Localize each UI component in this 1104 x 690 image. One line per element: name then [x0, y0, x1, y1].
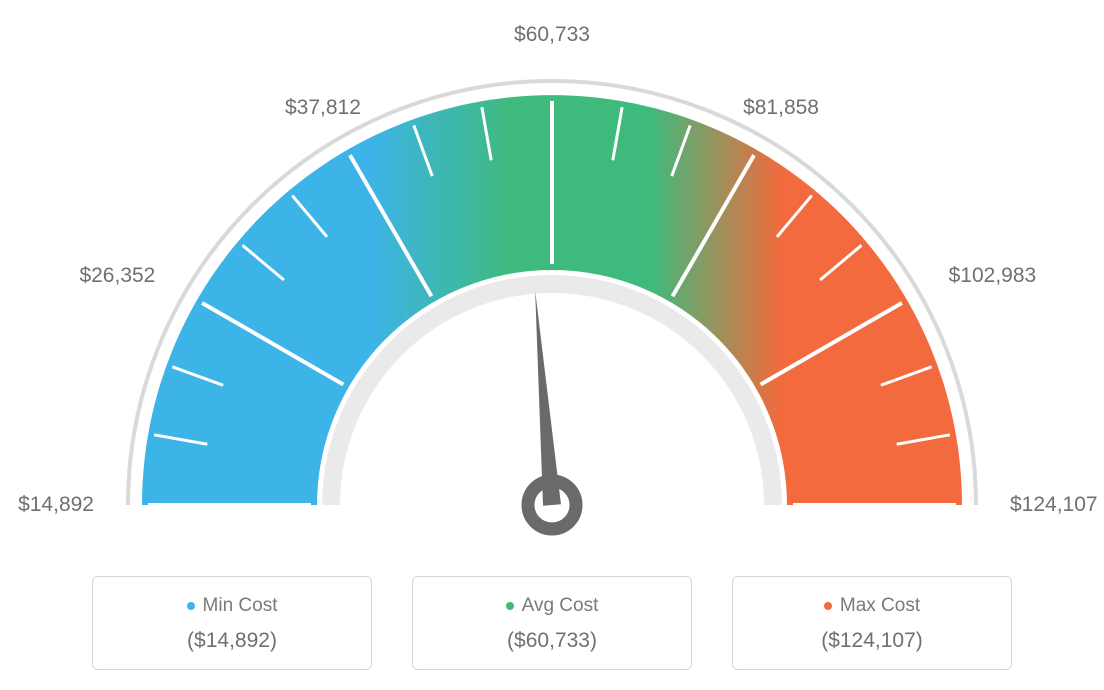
tick-label: $124,107 [1010, 493, 1098, 517]
legend-title-avg: Avg Cost [423, 595, 681, 617]
legend-title-max: Max Cost [743, 595, 1001, 617]
tick-label: $14,892 [18, 493, 94, 517]
legend-max-label: Max Cost [840, 595, 920, 617]
legend-min-label: Min Cost [203, 595, 278, 617]
tick-label: $102,983 [949, 264, 1037, 288]
dot-icon [824, 602, 832, 610]
legend-card-avg: Avg Cost ($60,733) [412, 576, 692, 670]
legend-avg-label: Avg Cost [522, 595, 599, 617]
tick-label: $81,858 [743, 96, 819, 120]
legend-title-min: Min Cost [103, 595, 361, 617]
tick-label: $26,352 [79, 264, 155, 288]
legend-row: Min Cost ($14,892) Avg Cost ($60,733) Ma… [0, 576, 1104, 670]
legend-avg-value: ($60,733) [423, 629, 681, 653]
legend-card-min: Min Cost ($14,892) [92, 576, 372, 670]
legend-max-value: ($124,107) [743, 629, 1001, 653]
legend-min-value: ($14,892) [103, 629, 361, 653]
dot-icon [506, 602, 514, 610]
gauge-svg [0, 0, 1104, 540]
gauge-area: $14,892 $26,352 $37,812 $60,733 $81,858 $102,… [0, 0, 1104, 540]
cost-gauge-chart: $14,892 $26,352 $37,812 $60,733 $81,858 $102,… [0, 0, 1104, 690]
legend-card-max: Max Cost ($124,107) [732, 576, 1012, 670]
dot-icon [187, 602, 195, 610]
tick-label: $60,733 [514, 23, 590, 47]
tick-label: $37,812 [285, 96, 361, 120]
